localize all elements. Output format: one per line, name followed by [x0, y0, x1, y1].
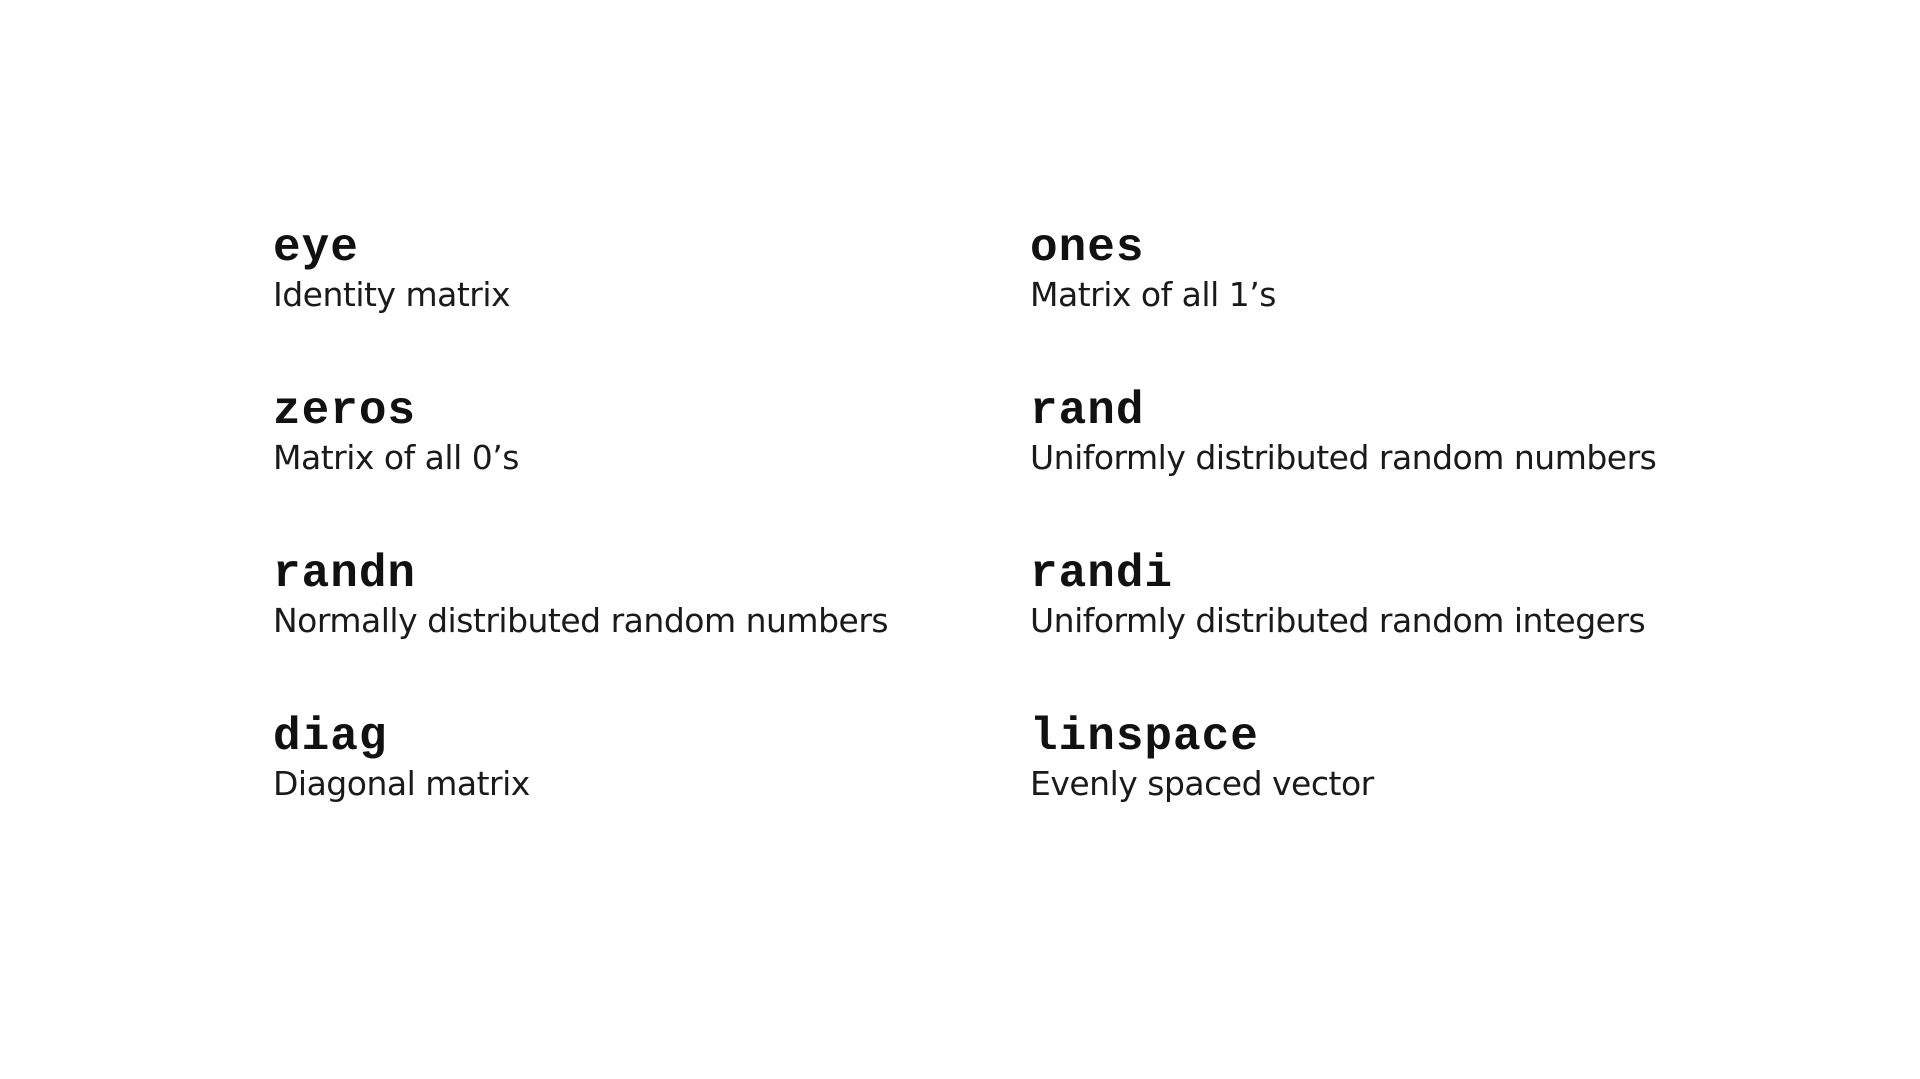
function-name: randn [273, 548, 417, 600]
function-grid: eye Identity matrix ones Matrix of all 1… [273, 222, 1730, 874]
function-description: Uniformly distributed random integers [1030, 601, 1646, 640]
function-description: Matrix of all 0’s [273, 438, 519, 477]
function-name: ones [1030, 222, 1145, 274]
function-entry-zeros: zeros Matrix of all 0’s [273, 385, 1030, 548]
function-entry-randi: randi Uniformly distributed random integ… [1030, 548, 1730, 711]
function-entry-diag: diag Diagonal matrix [273, 711, 1030, 874]
function-name: diag [273, 711, 388, 763]
function-description: Uniformly distributed random numbers [1030, 438, 1657, 477]
function-entry-eye: eye Identity matrix [273, 222, 1030, 385]
function-description: Evenly spaced vector [1030, 764, 1374, 803]
function-description: Matrix of all 1’s [1030, 275, 1276, 314]
function-entry-ones: ones Matrix of all 1’s [1030, 222, 1730, 385]
function-description: Diagonal matrix [273, 764, 530, 803]
function-name: randi [1030, 548, 1174, 600]
function-entry-randn: randn Normally distributed random number… [273, 548, 1030, 711]
function-entry-linspace: linspace Evenly spaced vector [1030, 711, 1730, 874]
function-name: rand [1030, 385, 1145, 437]
function-description: Identity matrix [273, 275, 511, 314]
function-entry-rand: rand Uniformly distributed random number… [1030, 385, 1730, 548]
function-description: Normally distributed random numbers [273, 601, 889, 640]
function-name: zeros [273, 385, 417, 437]
function-name: eye [273, 222, 359, 274]
function-name: linspace [1030, 711, 1259, 763]
